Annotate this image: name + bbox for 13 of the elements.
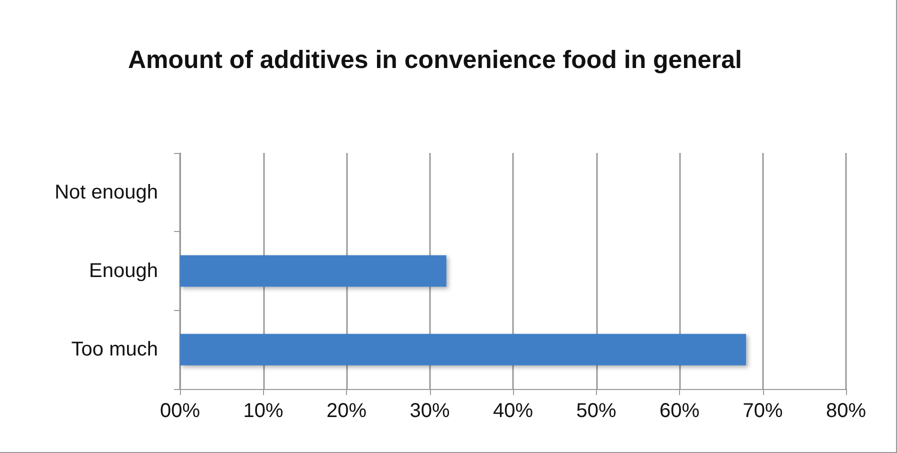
x-tick-label: 80% bbox=[826, 400, 866, 422]
x-tick-label: 60% bbox=[659, 400, 700, 422]
y-tick-label: Too much bbox=[71, 338, 158, 361]
y-tick-label: Enough bbox=[89, 260, 158, 282]
x-tick-label: 70% bbox=[742, 400, 783, 422]
x-tick-label: 20% bbox=[326, 400, 367, 422]
y-tick-label: Not enough bbox=[54, 181, 158, 204]
x-tick-label: 50% bbox=[576, 400, 616, 422]
chart-title: Amount of additives in convenience food in general bbox=[128, 46, 742, 74]
x-tick-label: 10% bbox=[243, 400, 284, 422]
x-tick-label: 00% bbox=[160, 400, 200, 422]
x-tick-label: 30% bbox=[410, 400, 450, 422]
x-tick-label: 40% bbox=[492, 400, 534, 422]
